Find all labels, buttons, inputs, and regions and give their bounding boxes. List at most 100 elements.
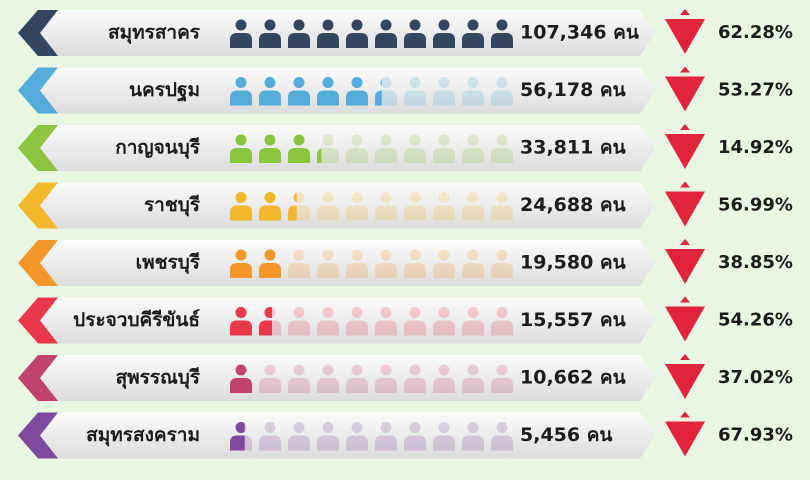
icon-body (288, 205, 297, 221)
change-arrow (665, 421, 705, 457)
value-label: 10,662 คน (520, 367, 626, 389)
icon-body (317, 378, 339, 393)
icon-body (375, 205, 397, 221)
icon-body (462, 90, 484, 106)
arrow-tip (680, 9, 690, 15)
icon-head (467, 77, 479, 88)
arrow-tip (680, 124, 690, 130)
icon-head (235, 19, 247, 31)
icon-head (351, 364, 363, 376)
icon-head (380, 78, 382, 87)
arrow-tip (680, 239, 690, 245)
icon-head (351, 77, 363, 88)
icon-head (496, 307, 508, 318)
icon-head (235, 134, 247, 146)
value-label: 5,456 คน (520, 424, 612, 446)
icon-head (438, 422, 450, 433)
change-arrow (665, 76, 705, 112)
row-chevron (18, 297, 58, 344)
icon-body (230, 205, 252, 221)
icon-body (230, 378, 252, 393)
icon-body (491, 148, 513, 163)
icon-head (380, 77, 392, 88)
row-banner (40, 67, 655, 114)
icon-body (375, 378, 397, 393)
icon-body (491, 205, 513, 221)
icon-body (259, 435, 281, 451)
icon-body (462, 33, 484, 48)
icon-body (259, 378, 281, 393)
value-label: 56,178 คน (520, 79, 626, 101)
icon-head (438, 192, 450, 203)
icon-body (317, 148, 339, 163)
change-arrow (665, 249, 705, 284)
icon-body (404, 320, 426, 336)
icon-head (380, 364, 392, 376)
icon-body (288, 33, 310, 48)
row-banner (40, 412, 655, 459)
icon-head (380, 249, 392, 261)
icon-head (235, 307, 247, 318)
icon-head (293, 134, 305, 146)
icon-head (438, 364, 450, 376)
icon-head (380, 134, 392, 146)
icon-body (230, 148, 252, 163)
icon-fill (230, 77, 382, 106)
icon-head (496, 134, 508, 146)
value-label: 107,346 คน (520, 22, 639, 44)
row-banner (40, 240, 655, 286)
icon-fill (230, 364, 252, 393)
icon-body (433, 435, 455, 451)
icon-head (322, 134, 334, 146)
change-label: 67.93% (718, 425, 793, 446)
icon-head (409, 249, 421, 261)
icon-body (404, 378, 426, 393)
icon-body (346, 205, 368, 221)
change-label: 38.85% (718, 252, 793, 273)
icon-body (317, 33, 339, 48)
icon-head (496, 422, 508, 433)
icon-head (235, 192, 247, 203)
icon-fill (230, 307, 273, 336)
icon-body (346, 263, 368, 278)
icon-head (409, 192, 421, 203)
icon-head (438, 134, 450, 146)
icon-body (404, 148, 426, 163)
change-arrow (665, 191, 705, 227)
icon-body (491, 90, 513, 106)
icon-head (496, 19, 508, 31)
icon-body (491, 33, 513, 48)
icon-body (404, 33, 426, 48)
icon-body (491, 378, 513, 393)
icon-head (467, 307, 479, 318)
icon-head (235, 364, 247, 376)
icon-head (438, 19, 450, 31)
icon-body (433, 90, 455, 106)
icon-fill (230, 422, 245, 451)
icon-body (346, 90, 368, 106)
icon-head (264, 422, 276, 433)
icon-head (380, 307, 392, 318)
icon-head (293, 422, 305, 433)
icon-body (317, 90, 339, 106)
icon-head (235, 77, 247, 88)
value-label: 19,580 คน (520, 252, 626, 274)
icon-body (491, 320, 513, 336)
row-chevron (18, 67, 58, 114)
icon-body (433, 378, 455, 393)
icon-fill (230, 249, 281, 278)
arrow-tip (680, 296, 690, 303)
icon-head (496, 77, 508, 88)
icon-body (404, 435, 426, 451)
icon-body (346, 320, 368, 336)
row-banner (40, 355, 655, 401)
icon-head (467, 192, 479, 203)
icon-body (375, 148, 397, 163)
icon-body (288, 263, 310, 278)
icon-body (230, 263, 252, 278)
icon-head (409, 422, 421, 433)
icon-head (496, 364, 508, 376)
icon-head (496, 249, 508, 261)
icon-head (409, 307, 421, 318)
icon-head (351, 134, 363, 146)
